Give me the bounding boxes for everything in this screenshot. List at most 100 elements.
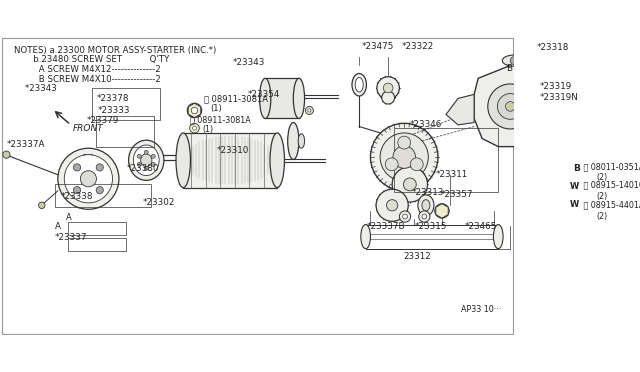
Circle shape bbox=[419, 211, 430, 222]
Circle shape bbox=[562, 181, 573, 192]
Bar bbox=[68, 222, 126, 235]
Ellipse shape bbox=[270, 133, 285, 187]
Circle shape bbox=[151, 162, 156, 166]
Ellipse shape bbox=[422, 200, 430, 211]
Text: A: A bbox=[54, 222, 61, 231]
Polygon shape bbox=[474, 64, 538, 147]
Text: *23337A: *23337A bbox=[6, 140, 45, 149]
Circle shape bbox=[565, 185, 570, 189]
Text: *23318: *23318 bbox=[537, 43, 569, 52]
Circle shape bbox=[74, 186, 81, 194]
Text: *23311: *23311 bbox=[436, 170, 468, 179]
Circle shape bbox=[410, 158, 423, 171]
Bar bbox=[97, 116, 154, 147]
Circle shape bbox=[497, 94, 523, 119]
Circle shape bbox=[567, 180, 582, 194]
Bar bbox=[365, 225, 499, 249]
Circle shape bbox=[96, 186, 104, 194]
Circle shape bbox=[403, 178, 416, 191]
Circle shape bbox=[3, 151, 10, 158]
Circle shape bbox=[138, 162, 141, 166]
Circle shape bbox=[308, 109, 311, 112]
Circle shape bbox=[380, 133, 428, 181]
Text: b.23480 SCREW SET          Q'TY: b.23480 SCREW SET Q'TY bbox=[15, 55, 170, 64]
Text: B: B bbox=[573, 164, 580, 173]
Text: *23319N: *23319N bbox=[540, 93, 579, 102]
Circle shape bbox=[377, 77, 399, 99]
Text: AP33 10···: AP33 10··· bbox=[461, 305, 502, 314]
Polygon shape bbox=[446, 94, 474, 125]
Circle shape bbox=[144, 150, 148, 154]
Ellipse shape bbox=[418, 195, 434, 216]
Text: *23380: *23380 bbox=[127, 164, 159, 173]
Text: 23312: 23312 bbox=[403, 252, 431, 261]
Ellipse shape bbox=[288, 122, 299, 160]
Circle shape bbox=[387, 200, 398, 211]
Circle shape bbox=[403, 214, 408, 219]
Circle shape bbox=[399, 211, 411, 222]
Circle shape bbox=[58, 148, 119, 209]
Text: ⓝ 08911-3081A: ⓝ 08911-3081A bbox=[189, 116, 250, 125]
Circle shape bbox=[371, 123, 438, 191]
Circle shape bbox=[567, 197, 582, 212]
Circle shape bbox=[193, 126, 196, 130]
Circle shape bbox=[385, 158, 398, 171]
Circle shape bbox=[510, 57, 518, 65]
Circle shape bbox=[138, 154, 141, 158]
Text: ⓝ 08911-3081A: ⓝ 08911-3081A bbox=[204, 95, 268, 104]
Text: *23315: *23315 bbox=[415, 222, 447, 231]
Text: B SCREW M4X10--------------2: B SCREW M4X10--------------2 bbox=[15, 75, 161, 84]
Text: *23378: *23378 bbox=[97, 94, 129, 103]
Bar bbox=[92, 88, 160, 120]
Text: *23322: *23322 bbox=[402, 42, 434, 51]
Circle shape bbox=[188, 103, 202, 118]
Circle shape bbox=[189, 123, 199, 133]
Ellipse shape bbox=[176, 133, 191, 187]
Ellipse shape bbox=[493, 225, 503, 249]
Text: B: B bbox=[506, 64, 512, 73]
Text: (1): (1) bbox=[202, 125, 214, 134]
Circle shape bbox=[488, 84, 532, 129]
Text: *23333: *23333 bbox=[98, 106, 131, 115]
Ellipse shape bbox=[502, 55, 526, 66]
Text: *23313: *23313 bbox=[412, 188, 444, 197]
Polygon shape bbox=[188, 103, 201, 118]
Circle shape bbox=[81, 171, 97, 187]
Circle shape bbox=[144, 166, 148, 170]
Circle shape bbox=[381, 91, 395, 104]
Text: *23302: *23302 bbox=[143, 198, 175, 207]
Text: (2): (2) bbox=[596, 173, 607, 182]
Ellipse shape bbox=[133, 145, 159, 176]
Ellipse shape bbox=[352, 74, 367, 96]
Ellipse shape bbox=[129, 140, 164, 180]
Text: *23354: *23354 bbox=[248, 90, 280, 99]
Text: *23337: *23337 bbox=[54, 233, 87, 242]
Circle shape bbox=[562, 199, 573, 210]
Polygon shape bbox=[436, 204, 448, 218]
Circle shape bbox=[422, 214, 427, 219]
Circle shape bbox=[565, 202, 570, 207]
Circle shape bbox=[74, 164, 81, 171]
Text: *23357: *23357 bbox=[440, 190, 473, 199]
Ellipse shape bbox=[141, 154, 152, 167]
Text: W: W bbox=[570, 182, 579, 191]
Bar bbox=[54, 185, 151, 207]
Ellipse shape bbox=[293, 78, 305, 119]
Text: (2): (2) bbox=[596, 192, 607, 201]
Ellipse shape bbox=[298, 134, 305, 148]
Circle shape bbox=[151, 154, 156, 158]
Circle shape bbox=[38, 202, 45, 208]
Bar bbox=[265, 78, 299, 119]
Circle shape bbox=[568, 161, 582, 176]
Ellipse shape bbox=[355, 77, 364, 92]
Text: A: A bbox=[66, 213, 72, 222]
Bar bbox=[394, 128, 499, 192]
Circle shape bbox=[64, 155, 113, 203]
Bar bbox=[68, 238, 126, 251]
Text: *23379: *23379 bbox=[87, 116, 119, 125]
Text: *23465: *23465 bbox=[465, 222, 497, 231]
Text: FRONT: FRONT bbox=[72, 124, 103, 133]
Text: *23343: *23343 bbox=[15, 84, 57, 93]
Circle shape bbox=[506, 102, 515, 111]
Text: Ⓑ 08011-0351A: Ⓑ 08011-0351A bbox=[581, 162, 640, 171]
